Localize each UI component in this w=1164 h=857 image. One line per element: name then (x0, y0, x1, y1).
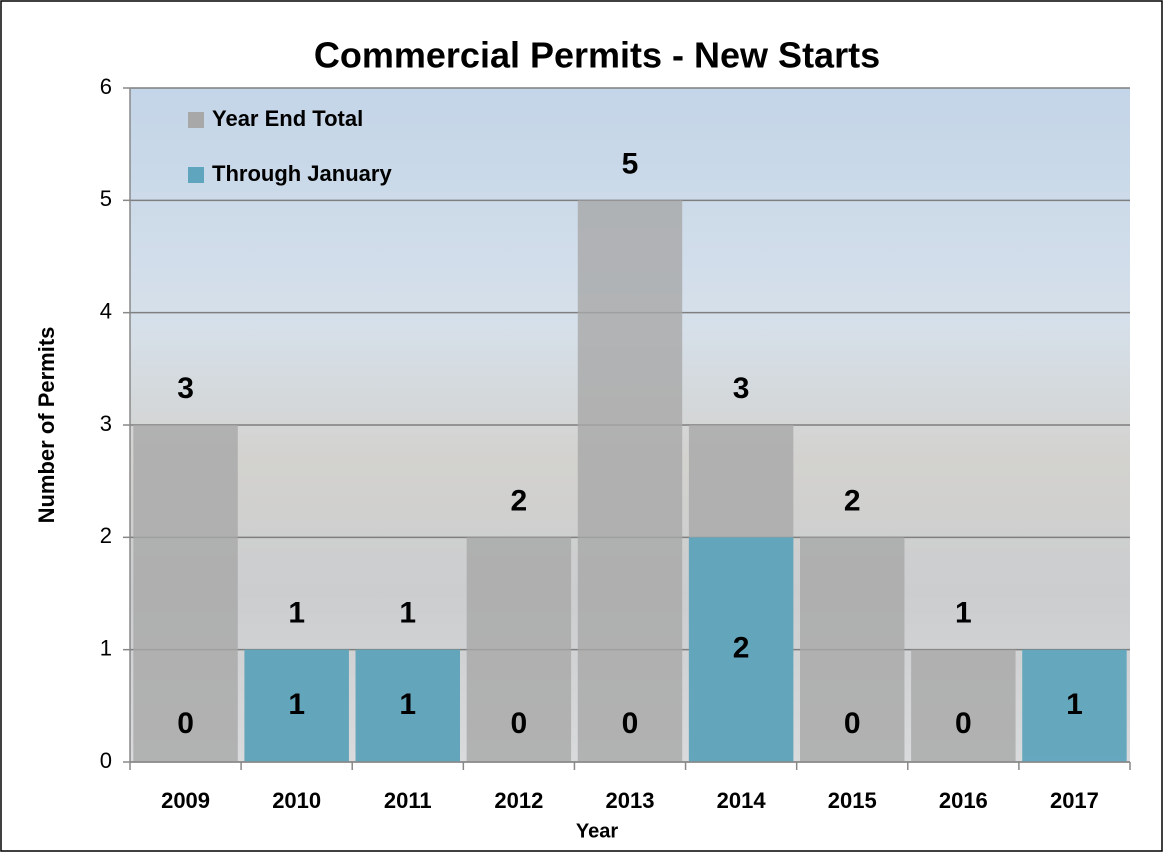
bar (466, 537, 572, 762)
data-label: 5 (622, 147, 639, 180)
legend-label: Through January (212, 161, 392, 186)
x-tick-label: 2016 (939, 788, 988, 813)
data-label: 2 (733, 632, 750, 665)
data-label: 0 (622, 707, 639, 740)
y-tick-label: 6 (100, 74, 112, 99)
bar (577, 200, 683, 763)
bar (800, 537, 905, 762)
x-tick-label: 2011 (384, 788, 432, 813)
bar (244, 649, 349, 762)
data-label: 1 (288, 597, 305, 630)
bar (1022, 649, 1127, 762)
y-tick-label: 2 (100, 523, 112, 548)
legend-label: Year End Total (212, 106, 363, 131)
data-label: 2 (511, 484, 528, 517)
legend-swatch (188, 112, 204, 128)
y-tick-label: 3 (100, 411, 112, 436)
x-tick-label: 2009 (161, 788, 210, 813)
x-tick-label: 2013 (606, 788, 655, 813)
data-label: 1 (399, 597, 416, 630)
x-tick-label: 2014 (717, 788, 767, 813)
bar (911, 649, 1016, 762)
data-label: 3 (177, 372, 194, 405)
x-tick-label: 2010 (272, 788, 321, 813)
x-tick-label: 2012 (494, 788, 543, 813)
data-label: 0 (844, 707, 861, 740)
data-label: 2 (844, 484, 861, 517)
y-tick-label: 4 (100, 298, 112, 323)
bar (355, 649, 460, 762)
data-label: 0 (511, 707, 528, 740)
bar (133, 425, 238, 762)
x-tick-label: 2015 (828, 788, 877, 813)
data-label: 0 (955, 707, 972, 740)
data-label: 0 (177, 707, 194, 740)
data-label: 1 (399, 688, 416, 721)
y-axis-label: Number of Permits (34, 327, 59, 524)
data-label: 1 (1066, 688, 1083, 721)
y-tick-label: 0 (100, 748, 112, 773)
bar (688, 537, 794, 762)
chart-title: Commercial Permits - New Starts (314, 35, 880, 76)
y-tick-label: 5 (100, 186, 112, 211)
legend-swatch (188, 167, 204, 183)
y-tick-label: 1 (100, 635, 112, 660)
data-label: 3 (733, 372, 750, 405)
data-label: 1 (288, 688, 305, 721)
x-tick-label: 2017 (1050, 788, 1099, 813)
data-label: 1 (955, 597, 972, 630)
x-axis-label: Year (576, 820, 618, 842)
